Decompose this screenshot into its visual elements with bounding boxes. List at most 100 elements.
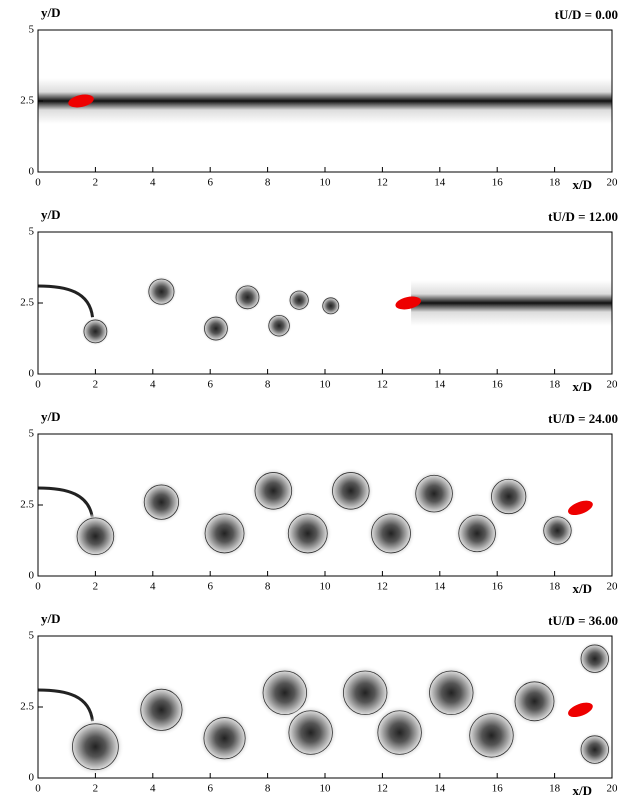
- vortex-ring: [235, 285, 260, 310]
- vortex: [320, 295, 341, 316]
- x-tick-label: 4: [150, 379, 156, 391]
- x-tick-label: 6: [207, 783, 213, 795]
- y-axis-label: y/D: [41, 5, 61, 20]
- vortex: [487, 474, 531, 519]
- x-tick-label: 8: [265, 581, 271, 593]
- vortex: [283, 705, 338, 760]
- vortex-ring: [322, 297, 340, 315]
- x-tick-label: 16: [492, 581, 504, 593]
- vortex-ring: [72, 723, 119, 771]
- vortex-ring: [204, 316, 228, 341]
- vortex-ring: [203, 717, 246, 760]
- y-axis-label: y/D: [41, 409, 61, 424]
- vortex-ring: [580, 735, 609, 764]
- x-tick-label: 18: [549, 379, 561, 391]
- vortex: [145, 275, 178, 308]
- shear-band: [38, 78, 612, 124]
- x-tick-label: 16: [492, 783, 504, 795]
- vortex-ring: [580, 644, 609, 673]
- panel: 0 2 4 6 8 10 12 14 16 18 20 0 2.5 5 x/D y/D tU/D = 12.00: [20, 207, 618, 394]
- vortex: [135, 684, 188, 736]
- vortex: [257, 665, 313, 721]
- vortex-ring: [254, 472, 293, 510]
- x-tick-label: 12: [377, 379, 388, 391]
- x-tick-label: 2: [93, 379, 99, 391]
- vortex: [287, 288, 311, 312]
- x-tick-label: 16: [492, 177, 504, 189]
- x-tick-label: 2: [93, 581, 99, 593]
- x-tick-label: 10: [320, 379, 332, 391]
- shear-layer: [38, 688, 95, 722]
- body: [568, 702, 593, 718]
- x-tick-label: 6: [207, 177, 213, 189]
- vortex-ring: [491, 478, 527, 515]
- x-axis-label: x/D: [573, 581, 593, 596]
- body: [395, 296, 422, 310]
- body: [568, 500, 593, 516]
- vortex: [372, 705, 427, 760]
- vortex: [72, 513, 119, 560]
- y-tick-label: 0: [29, 368, 35, 380]
- panel-title: tU/D = 36.00: [548, 613, 618, 628]
- x-tick-label: 20: [607, 379, 619, 391]
- vortex: [139, 480, 183, 524]
- x-tick-label: 14: [434, 783, 446, 795]
- y-tick-label: 0: [29, 166, 35, 178]
- x-tick-label: 4: [150, 581, 156, 593]
- y-tick-label: 5: [29, 630, 35, 642]
- vortex-ring: [268, 314, 290, 337]
- vortex-ring: [287, 513, 328, 554]
- field: [38, 275, 612, 346]
- y-tick-label: 5: [29, 428, 35, 440]
- shear-layer: [38, 284, 95, 318]
- x-tick-label: 12: [377, 581, 388, 593]
- x-tick-label: 6: [207, 379, 213, 391]
- panel: 0 2 4 6 8 10 12 14 16 18 20 0 2.5 5 x/D y/D tU/D = 0.00: [20, 5, 618, 192]
- vortex-ring: [76, 517, 115, 556]
- x-tick-label: 20: [607, 783, 619, 795]
- vortex: [266, 312, 292, 339]
- x-tick-label: 2: [93, 177, 99, 189]
- x-tick-label: 18: [549, 783, 561, 795]
- x-tick-label: 12: [377, 177, 388, 189]
- x-tick-label: 10: [320, 581, 332, 593]
- vortex: [411, 470, 458, 517]
- y-axis-label: y/D: [41, 207, 61, 222]
- vortex-ring: [415, 474, 453, 513]
- panel-title: tU/D = 12.00: [548, 209, 618, 224]
- y-tick-label: 0: [29, 772, 35, 784]
- vortex-ring: [429, 670, 474, 716]
- wake-band: [411, 280, 612, 326]
- vortex: [200, 509, 249, 558]
- vortex-ring: [342, 670, 388, 716]
- panel-title: tU/D = 0.00: [555, 7, 618, 22]
- vortex: [327, 467, 374, 514]
- y-axis-label: y/D: [41, 611, 61, 626]
- x-tick-label: 6: [207, 581, 213, 593]
- vortex: [66, 718, 125, 776]
- x-axis-label: x/D: [573, 379, 593, 394]
- vortex-ring: [514, 681, 555, 722]
- vortex-ring: [148, 278, 175, 305]
- vortex: [577, 641, 612, 676]
- y-tick-label: 2.5: [20, 95, 34, 107]
- x-tick-label: 18: [549, 177, 561, 189]
- x-tick-label: 14: [434, 581, 446, 593]
- vortex: [283, 509, 333, 558]
- vortex-ring: [140, 688, 183, 731]
- vortex: [201, 314, 231, 343]
- y-tick-label: 2.5: [20, 297, 34, 309]
- y-tick-label: 2.5: [20, 701, 34, 713]
- vortex-ring: [204, 513, 245, 554]
- panel: 0 2 4 6 8 10 12 14 16 18 20 0 2.5 5 x/D y/D tU/D = 24.00: [20, 409, 618, 596]
- x-tick-label: 12: [377, 783, 388, 795]
- vortex: [464, 708, 519, 763]
- vortex-ring: [262, 670, 308, 716]
- vortex: [337, 665, 393, 721]
- x-tick-label: 4: [150, 177, 156, 189]
- vortex: [233, 282, 262, 312]
- x-tick-label: 14: [434, 379, 446, 391]
- vortex-ring: [289, 290, 309, 310]
- x-tick-label: 16: [492, 379, 504, 391]
